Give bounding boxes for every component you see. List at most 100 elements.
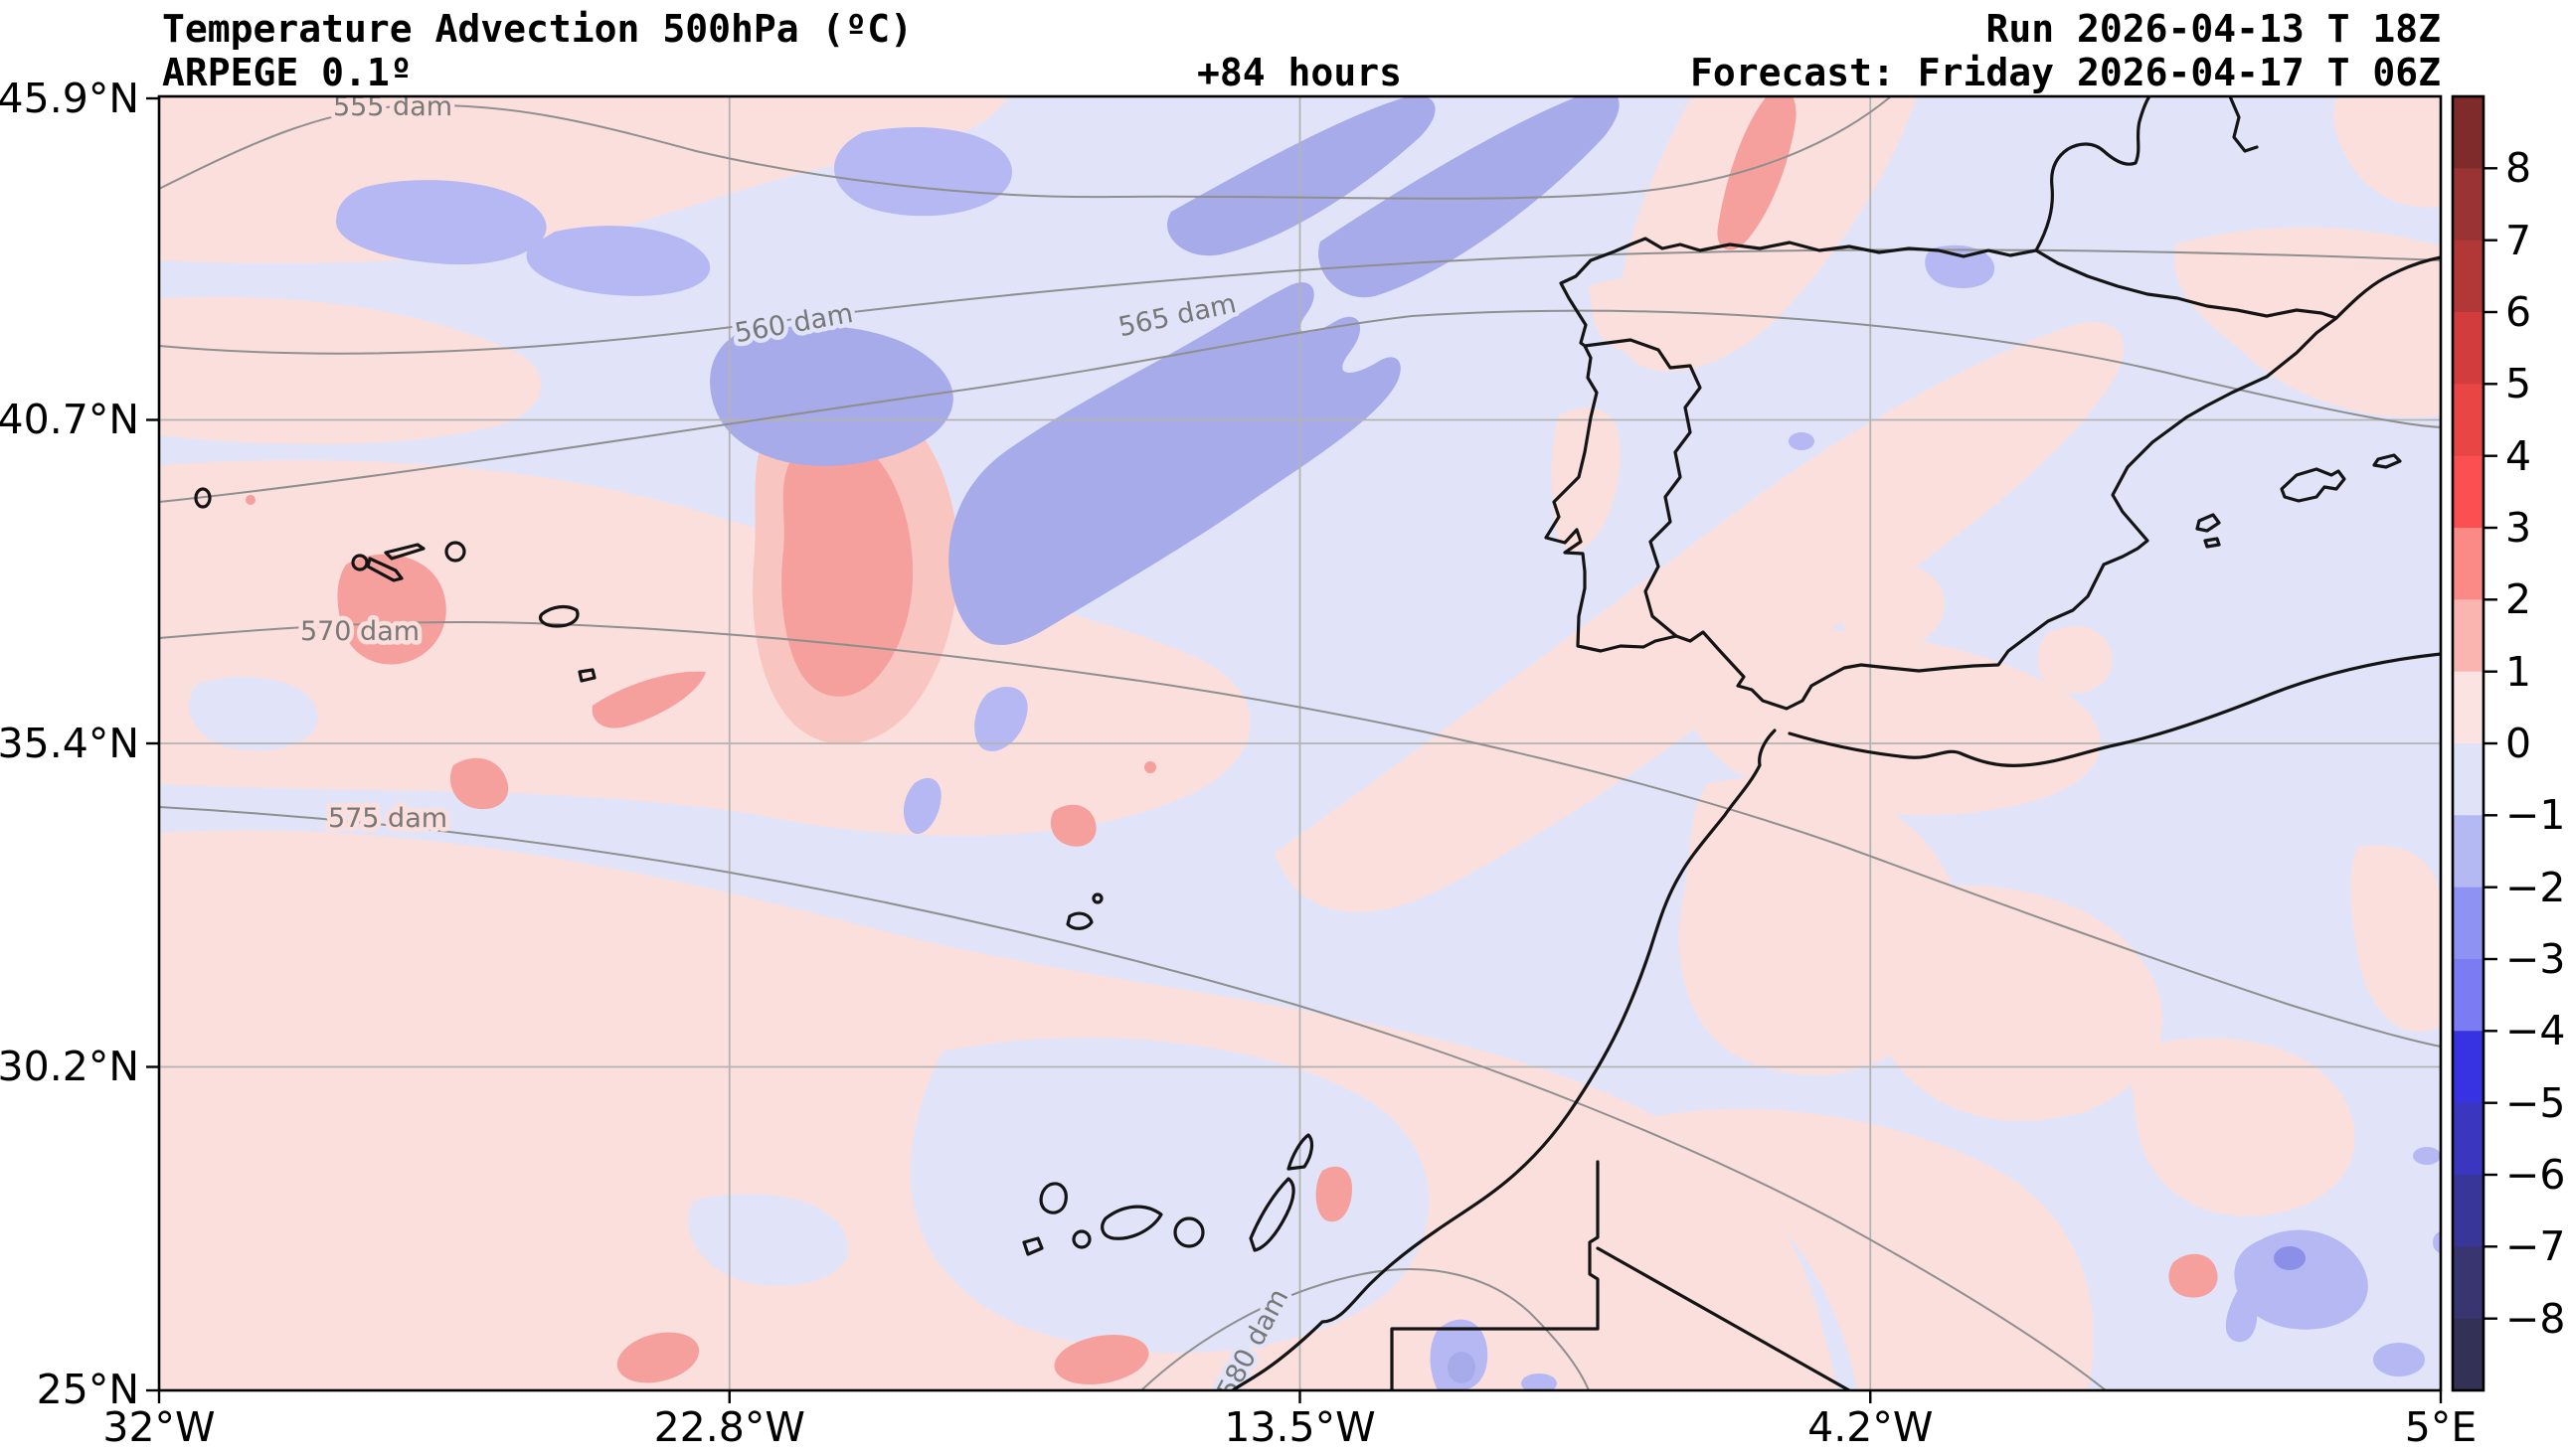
colorbar-label: 2 (2505, 575, 2531, 623)
colorbar-label: 8 (2505, 144, 2531, 192)
colorbar-label: 0 (2505, 720, 2531, 767)
colorbar-segment (2453, 887, 2483, 960)
colorbar-label: 4 (2505, 432, 2531, 480)
warm-core (592, 671, 706, 728)
map-plot-area: 555 dam 560 dam 565 dam 570 dam 575 dam … (159, 96, 2441, 1390)
geopotential-contours (159, 96, 2441, 1390)
cold-region (834, 126, 1012, 217)
x-tick-label: 32°W (102, 1403, 215, 1451)
colorbar-label: 1 (2505, 648, 2531, 696)
algeria-mauritania-border (1596, 1246, 1851, 1390)
header: Temperature Advection 500hPa (ºC) Run 20… (162, 7, 2441, 94)
contour-560dam (159, 248, 2441, 355)
azores-corvo-island (194, 487, 212, 509)
advection-region (1619, 96, 1917, 372)
contour-575dam (159, 806, 2107, 1390)
advection-region (1589, 277, 1696, 356)
colorbar-segment (2453, 1031, 2483, 1104)
iberia-coastline (1544, 237, 2338, 711)
axis-ticks (146, 96, 2443, 1403)
warm-advection-cores (246, 96, 2218, 1385)
warm-core (1054, 1334, 1149, 1385)
colorbar-segment (2453, 240, 2483, 313)
cold-region (2225, 1288, 2258, 1343)
warm-core (449, 757, 509, 810)
azores-terceira-island (538, 604, 580, 628)
contour-555dam (159, 96, 1892, 200)
lead-time-label: +84 hours (1197, 51, 1402, 94)
cold-region (948, 282, 1401, 645)
cold-advection-regions (336, 96, 2441, 1390)
cold-region (2373, 1343, 2425, 1376)
azores-pico-island (366, 557, 404, 582)
colorbar: 8 7 6 5 4 3 2 1 0 −1 −2 −3 −4 −5 −6 −7 −… (2451, 94, 2565, 1392)
x-tick-label: 4.2°W (1807, 1403, 1933, 1451)
gran-canaria-island (1173, 1216, 1205, 1248)
model-label: ARPEGE 0.1º (162, 51, 413, 94)
warm-core (1315, 1166, 1352, 1222)
colorbar-segment (2453, 743, 2483, 816)
colorbar-label: −5 (2505, 1079, 2565, 1127)
advection-region (2132, 1038, 2355, 1216)
france-atlantic-coast (2034, 96, 2151, 252)
colorbar-tick-labels: 8 7 6 5 4 3 2 1 0 −1 −2 −3 −4 −5 −6 −7 −… (2505, 144, 2565, 1343)
colorbar-segment (2453, 1246, 2483, 1320)
el-hierro-island (1022, 1236, 1044, 1256)
contour-565dam (159, 309, 2441, 503)
warm-core (781, 435, 914, 697)
colorbar-segment (2453, 384, 2483, 457)
cold-region (2413, 1147, 2441, 1165)
y-tick-label: 40.7°N (0, 396, 139, 443)
contour-label-575: 575 dam (328, 803, 447, 834)
advection-region (2350, 845, 2441, 1033)
lanzarote-island (1286, 1133, 1314, 1171)
cold-region (1318, 96, 1620, 298)
cold-region (526, 226, 711, 296)
fuerteventura-island (1249, 1177, 1295, 1252)
contour-580dam (1140, 1268, 1590, 1390)
colorbar-label: −4 (2505, 1007, 2565, 1054)
contour-570dam (159, 620, 2441, 1048)
graticule-gridlines (159, 96, 2441, 1390)
page-title: Temperature Advection 500hPa (ºC) (162, 7, 913, 51)
colorbar-segment (2453, 96, 2483, 169)
warm-core (337, 554, 446, 665)
advection-region (1275, 322, 2125, 912)
colorbar-segment (2453, 1318, 2483, 1390)
cold-region (903, 777, 942, 835)
y-axis-labels: 45.9°N 40.7°N 35.4°N 30.2°N 25°N (0, 75, 139, 1413)
advection-region (1680, 627, 2101, 816)
advection-region (1616, 1108, 2094, 1390)
warm-core (616, 1332, 700, 1383)
colorbar-label: −3 (2505, 935, 2565, 983)
western-sahara-border (1390, 1160, 1600, 1390)
cold-region (1167, 96, 1436, 256)
menorca-island (2372, 453, 2402, 469)
la-gomera-island (1072, 1229, 1092, 1249)
warm-core (2168, 1253, 2218, 1298)
cold-region (1521, 1374, 1557, 1390)
colorbar-label: −2 (2505, 864, 2565, 911)
colorbar-label: −8 (2505, 1295, 2565, 1343)
azores-graciosa-island (444, 541, 466, 563)
cold-core (1448, 1352, 1475, 1383)
coastlines-borders (194, 96, 2441, 1390)
advection-region (1551, 407, 1621, 552)
y-tick-label: 30.2°N (0, 1043, 139, 1090)
colorbar-segment (2453, 1102, 2483, 1176)
madeira-island (1066, 911, 1094, 930)
mallorca-island (2280, 467, 2346, 503)
y-tick-label: 25°N (37, 1366, 139, 1413)
cold-region (710, 325, 953, 466)
colorbar-label: 5 (2505, 360, 2531, 407)
colorbar-segment (2453, 528, 2483, 600)
colorbar-segment (2453, 815, 2483, 889)
warm-core (1717, 96, 1797, 250)
warm-core (1144, 761, 1156, 773)
colorbar-segment (2453, 599, 2483, 673)
cold-region (974, 686, 1028, 751)
cold-core (2274, 1246, 2306, 1270)
advection-region (1678, 777, 1962, 1075)
azores-saomiguel-island (578, 668, 597, 683)
